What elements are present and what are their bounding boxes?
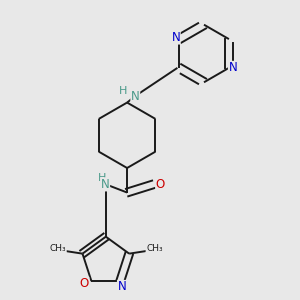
Text: N: N: [171, 31, 180, 44]
Text: CH₃: CH₃: [146, 244, 163, 253]
Text: O: O: [80, 277, 89, 290]
Text: H: H: [98, 173, 106, 184]
Text: N: N: [101, 178, 110, 191]
Text: H: H: [119, 86, 127, 96]
Text: CH₃: CH₃: [50, 244, 66, 253]
Text: N: N: [229, 61, 237, 74]
Text: N: N: [131, 89, 140, 103]
Text: N: N: [118, 280, 126, 293]
Text: O: O: [156, 178, 165, 191]
